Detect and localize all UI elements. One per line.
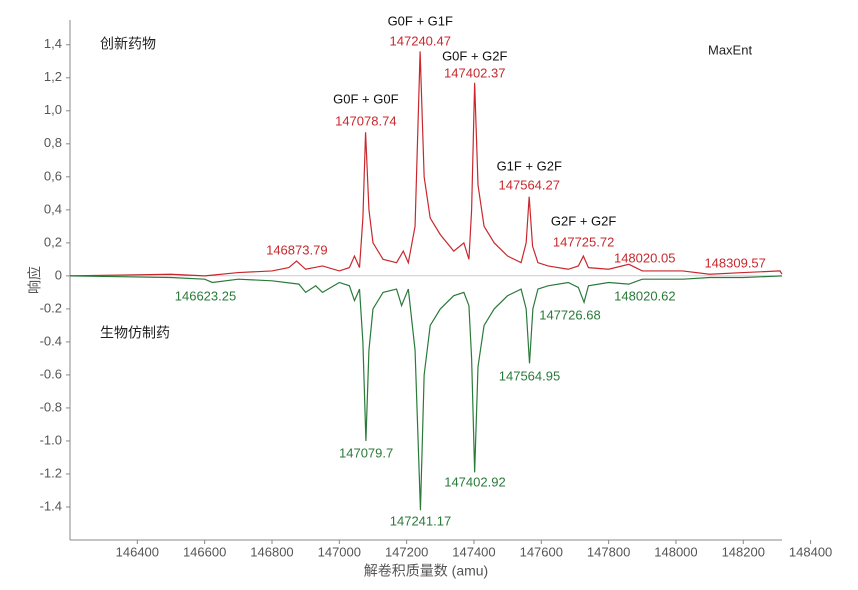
spectrum-line (69, 275, 783, 511)
y-axis-label: 响应 (27, 266, 43, 294)
method-label: MaxEnt (708, 42, 752, 57)
x-tick-label: 148200 (722, 544, 765, 559)
y-tick-label: 0,2 (44, 234, 62, 249)
y-tick-label: 0,6 (44, 168, 62, 183)
y-tick-label: 0,4 (44, 201, 62, 216)
x-tick-label: 146400 (116, 544, 159, 559)
mass-label: 148020.62 (614, 288, 675, 303)
y-tick-label: -0.6 (40, 366, 62, 381)
x-tick-label: 147800 (587, 544, 630, 559)
mass-label: 147564.27 (499, 177, 560, 192)
mass-label: 147725.72 (553, 234, 614, 249)
glycan-label: G0F + G0F (333, 91, 398, 106)
mass-label: 147402.37 (444, 65, 505, 80)
mass-label: 148309.57 (704, 255, 765, 270)
x-tick-label: 147000 (318, 544, 361, 559)
glycan-label: G2F + G2F (551, 213, 616, 228)
y-tick-label: 0 (55, 267, 62, 282)
glycan-label: G1F + G2F (497, 158, 562, 173)
y-tick-label: -0.8 (40, 399, 62, 414)
y-tick-label: -1.2 (40, 465, 62, 480)
mass-label: 147079.7 (339, 445, 393, 460)
mass-label: 147241.17 (390, 513, 451, 528)
mass-label: 147726.68 (539, 307, 600, 322)
mass-label: 147240.47 (390, 33, 451, 48)
x-tick-label: 147600 (520, 544, 563, 559)
mass-label: 147402.92 (444, 474, 505, 489)
y-tick-label: 1,0 (44, 102, 62, 117)
glycan-label: G0F + G1F (388, 13, 453, 28)
x-tick-label: 147400 (452, 544, 495, 559)
x-tick-label: 146600 (183, 544, 226, 559)
y-tick-label: -0.4 (40, 333, 62, 348)
mass-label: 146623.25 (175, 288, 236, 303)
spectrum-line (69, 51, 783, 277)
y-tick-label: 1,4 (44, 36, 62, 51)
mass-label: 147564.95 (499, 368, 560, 383)
y-tick-label: 1,2 (44, 69, 62, 84)
y-tick-label: 0,8 (44, 135, 62, 150)
y-tick-label: -0.2 (40, 300, 62, 315)
y-tick-label: -1.0 (40, 432, 62, 447)
x-axis-label: 解卷积质量数 (amu) (364, 563, 488, 579)
x-tick-label: 148400 (789, 544, 832, 559)
mass-label: 147078.74 (335, 113, 396, 128)
glycan-label: G0F + G2F (442, 48, 507, 63)
innovator-label: 创新药物 (100, 36, 156, 52)
x-tick-label: 147200 (385, 544, 428, 559)
y-tick-label: -1.4 (40, 498, 62, 513)
mass-label: 146873.79 (266, 242, 327, 257)
mass-label: 148020.05 (614, 250, 675, 265)
x-tick-label: 146800 (250, 544, 293, 559)
x-tick-label: 148000 (654, 544, 697, 559)
biosimilar-label: 生物仿制药 (100, 325, 170, 341)
